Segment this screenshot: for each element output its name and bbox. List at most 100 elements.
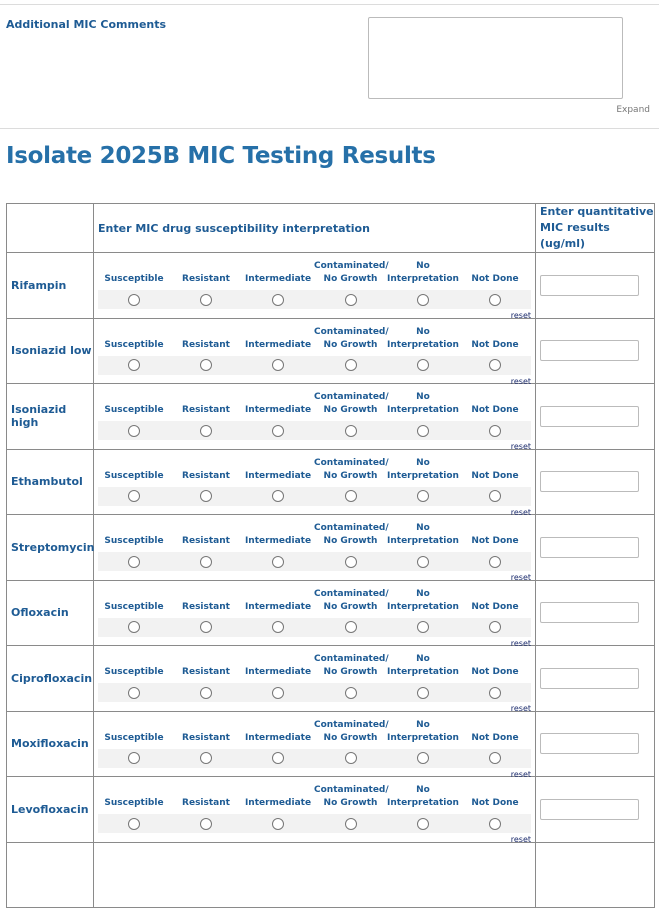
option-label-line2: Susceptible (104, 536, 164, 546)
radio-button[interactable] (416, 621, 429, 633)
radio-button[interactable] (488, 359, 501, 371)
mic-result-input[interactable] (540, 340, 639, 362)
divider (0, 128, 659, 129)
radio-button[interactable] (416, 359, 429, 371)
radio-button[interactable] (488, 621, 501, 633)
option-label-line2: No Growth (323, 667, 378, 677)
radio-button[interactable] (416, 424, 429, 437)
radio-button[interactable] (200, 424, 213, 437)
radio-button[interactable] (200, 686, 213, 699)
reset-link[interactable]: reset (510, 835, 531, 844)
reset-link[interactable]: reset (510, 638, 531, 648)
radio-button[interactable] (128, 686, 141, 699)
option-label-line2: Not Done (471, 732, 519, 743)
mic-result-input[interactable] (540, 733, 639, 755)
option-label: Susceptible (98, 588, 170, 614)
radio-button[interactable] (128, 752, 141, 764)
radio-button[interactable] (200, 817, 213, 830)
mic-result-input[interactable] (540, 274, 639, 296)
mic-result-input[interactable] (540, 405, 639, 427)
radio-button[interactable] (416, 817, 429, 830)
radio-button[interactable] (272, 424, 285, 437)
quantitative-cell (535, 579, 655, 646)
option-label-line2: Resistant (182, 601, 230, 612)
radio-button[interactable] (128, 817, 141, 830)
radio-group (98, 486, 531, 506)
option-label-line1: Contaminated/ (314, 261, 389, 271)
radio-button[interactable] (272, 359, 285, 371)
radio-button[interactable] (272, 621, 285, 633)
mic-result-input[interactable] (540, 602, 639, 624)
radio-button[interactable] (488, 752, 501, 764)
radio-button[interactable] (200, 752, 213, 764)
radio-button[interactable] (344, 359, 357, 371)
option-label-line2: Resistant (182, 536, 230, 546)
radio-button[interactable] (344, 424, 357, 437)
reset-link[interactable]: reset (510, 442, 531, 451)
radio-button[interactable] (488, 293, 501, 306)
radio-button[interactable] (200, 490, 213, 502)
reset-link[interactable]: reset (510, 573, 531, 582)
option-label-line1: Contaminated/ (314, 457, 389, 468)
radio-button[interactable] (344, 555, 357, 568)
radio-button[interactable] (488, 424, 501, 437)
radio-button[interactable] (488, 555, 501, 568)
radio-button[interactable] (200, 293, 213, 306)
radio-button[interactable] (272, 293, 285, 306)
radio-button[interactable] (344, 817, 357, 830)
radio-button[interactable] (272, 686, 285, 699)
mic-result-input[interactable] (540, 471, 639, 493)
radio-button[interactable] (488, 686, 501, 699)
reset-link[interactable]: reset (510, 769, 531, 779)
radio-button[interactable] (128, 621, 141, 633)
table-row: Moxifloxacin Susceptible Resistant Interme… (6, 710, 655, 779)
option-label-line2: Intermediate (244, 339, 312, 350)
radio-button[interactable] (416, 686, 429, 699)
option-label: Intermediate (242, 457, 314, 483)
mic-result-input[interactable] (540, 667, 639, 689)
radio-button[interactable] (344, 752, 357, 764)
option-label-line1: No (416, 392, 430, 402)
radio-button[interactable] (200, 555, 213, 568)
radio-button[interactable] (416, 752, 429, 764)
option-label: Not Done (459, 719, 531, 745)
radio-button[interactable] (416, 490, 429, 502)
reset-link[interactable]: reset (510, 376, 531, 386)
radio-button[interactable] (128, 424, 141, 437)
radio-button[interactable] (128, 359, 141, 371)
mic-result-input[interactable] (540, 798, 639, 820)
option-label: No Interpretation (387, 522, 459, 548)
interpretation-cell: Susceptible Resistant Intermediate Contamin… (93, 252, 536, 320)
radio-button[interactable] (344, 621, 357, 633)
quantitative-cell (535, 645, 655, 712)
reset-link[interactable]: reset (510, 507, 531, 517)
table-row: Isoniazid high Susceptible Resistant Inter… (6, 383, 655, 451)
radio-button[interactable] (488, 490, 501, 502)
radio-button[interactable] (200, 359, 213, 371)
radio-button[interactable] (344, 686, 357, 699)
radio-button[interactable] (272, 817, 285, 830)
radio-button[interactable] (416, 293, 429, 306)
expand-link[interactable]: Expand (616, 105, 650, 115)
option-label-line2: Interpretation (387, 405, 459, 415)
radio-button[interactable] (272, 555, 285, 568)
radio-button[interactable] (272, 490, 285, 502)
reset-link[interactable]: reset (510, 704, 531, 713)
radio-button[interactable] (128, 293, 141, 306)
mic-result-input[interactable] (540, 536, 639, 558)
interpretation-cell: Susceptible Resistant Intermediate Contamin… (93, 776, 536, 844)
radio-button[interactable] (344, 293, 357, 306)
radio-button[interactable] (200, 621, 213, 633)
radio-button[interactable] (128, 555, 141, 568)
reset-link[interactable]: reset (510, 311, 531, 320)
radio-button[interactable] (488, 817, 501, 830)
comments-textarea[interactable] (368, 17, 623, 99)
radio-button[interactable] (416, 555, 429, 568)
radio-button[interactable] (344, 490, 357, 502)
radio-button[interactable] (272, 752, 285, 764)
quantitative-cell (535, 383, 655, 450)
radio-group (98, 748, 531, 768)
option-label: Susceptible (98, 391, 170, 417)
option-label: Susceptible (98, 653, 170, 679)
radio-button[interactable] (128, 490, 141, 502)
